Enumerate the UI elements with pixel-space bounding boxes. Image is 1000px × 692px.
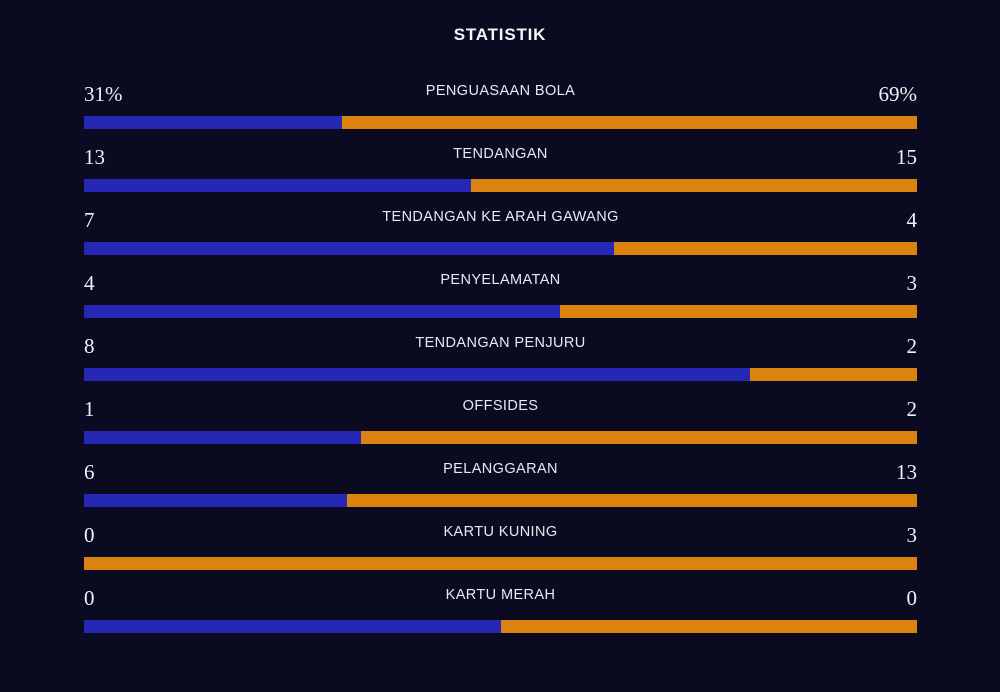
stat-bar-home-segment (84, 494, 348, 507)
stat-row-header: 31% PENGUASAAN BOLA 69% (84, 82, 917, 106)
away-value: 2 (906, 334, 918, 358)
stat-bar (84, 557, 917, 570)
stat-row-header: 8 TENDANGAN PENJURU 2 (84, 334, 917, 358)
home-value: 0 (84, 586, 95, 610)
stat-bar (84, 116, 917, 129)
stat-bar (84, 305, 917, 318)
away-value: 13 (896, 460, 917, 484)
panel-title: STATISTIK (453, 25, 547, 44)
stat-bar-home-segment (84, 305, 560, 318)
stat-label: PENGUASAAN BOLA (425, 83, 576, 99)
stat-row-header: 13 TENDANGAN 15 (84, 145, 917, 169)
stat-bar-home-segment (84, 116, 343, 129)
stat-bar-home-segment (84, 620, 501, 633)
home-value: 4 (84, 271, 95, 295)
stat-row: 6 PELANGGARAN 13 (84, 460, 917, 507)
stat-label: OFFSIDES (462, 398, 539, 414)
stat-bar-home-segment (84, 242, 614, 255)
away-value: 0 (906, 586, 918, 610)
stat-label: PENYELAMATAN (440, 272, 561, 288)
stat-row-header: 6 PELANGGARAN 13 (84, 460, 917, 484)
stat-row: 8 TENDANGAN PENJURU 2 (84, 334, 917, 381)
away-value: 3 (906, 523, 918, 547)
home-value: 31% (84, 82, 123, 106)
home-value: 7 (84, 208, 95, 232)
home-value: 1 (84, 397, 95, 421)
stat-row-header: 1 OFFSIDES 2 (84, 397, 917, 421)
stat-bar (84, 242, 917, 255)
stat-label: TENDANGAN KE ARAH GAWANG (382, 209, 619, 225)
away-value: 3 (906, 271, 918, 295)
stat-row-header: 0 KARTU KUNING 3 (84, 523, 917, 547)
stat-bar (84, 368, 917, 381)
stat-row: 31% PENGUASAAN BOLA 69% (84, 82, 917, 129)
home-value: 8 (84, 334, 95, 358)
away-value: 4 (906, 208, 918, 232)
stat-bar-home-segment (84, 179, 471, 192)
stat-bar (84, 431, 917, 444)
stat-label: KARTU KUNING (443, 524, 558, 540)
stat-row: 0 KARTU MERAH 0 (84, 586, 917, 633)
away-value: 15 (896, 145, 917, 169)
stat-label: KARTU MERAH (445, 587, 556, 603)
stat-bar-home-segment (84, 368, 751, 381)
stat-row: 13 TENDANGAN 15 (84, 145, 917, 192)
stat-row-header: 0 KARTU MERAH 0 (84, 586, 917, 610)
stat-bar (84, 620, 917, 633)
home-value: 6 (84, 460, 95, 484)
home-value: 0 (84, 523, 95, 547)
stat-rows: 31% PENGUASAAN BOLA 69% 13 TENDANGAN 15 … (0, 82, 1000, 633)
stat-bar (84, 179, 917, 192)
stat-label: PELANGGARAN (443, 461, 558, 477)
stat-row: 4 PENYELAMATAN 3 (84, 271, 917, 318)
stat-label: TENDANGAN PENJURU (415, 335, 586, 351)
stat-row: 1 OFFSIDES 2 (84, 397, 917, 444)
stat-row-header: 4 PENYELAMATAN 3 (84, 271, 917, 295)
stat-row: 7 TENDANGAN KE ARAH GAWANG 4 (84, 208, 917, 255)
away-value: 69% (878, 82, 918, 106)
stat-row-header: 7 TENDANGAN KE ARAH GAWANG 4 (84, 208, 917, 232)
away-value: 2 (906, 397, 918, 421)
stat-bar (84, 494, 917, 507)
stat-bar-home-segment (84, 431, 362, 444)
stat-label: TENDANGAN (453, 146, 548, 162)
stat-row: 0 KARTU KUNING 3 (84, 523, 917, 570)
home-value: 13 (84, 145, 105, 169)
